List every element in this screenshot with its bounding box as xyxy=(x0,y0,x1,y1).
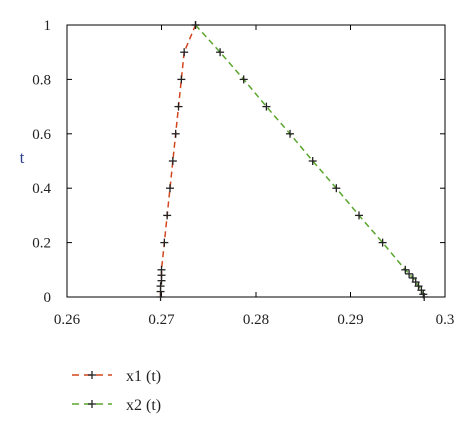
series-2-point xyxy=(401,265,410,274)
legend-label: x2 (t) xyxy=(126,397,161,414)
series-1-point xyxy=(180,48,189,57)
series-2-point xyxy=(286,129,295,138)
series-2-point xyxy=(414,282,423,291)
series-2-point xyxy=(191,21,200,29)
y-tick-label: 0.6 xyxy=(32,127,51,143)
x-tick-label: 0.27 xyxy=(148,312,175,328)
series-1 xyxy=(156,21,200,301)
x-tick-label: 0.28 xyxy=(243,312,269,328)
tick-labels: 0.26 0.27 0.28 0.29 0.3 0 0.2 0.4 0.6 0.8 1 xyxy=(32,18,454,328)
legend-label: x1 (t) xyxy=(126,368,161,385)
series-1-point xyxy=(156,282,165,291)
series-layer xyxy=(156,21,429,301)
y-tick-label: 1 xyxy=(44,18,52,34)
series-1-point xyxy=(168,157,177,165)
series-1-point xyxy=(157,265,166,274)
y-tick-label: 0.2 xyxy=(32,236,51,252)
series-1-point xyxy=(177,75,186,84)
series-1-point xyxy=(160,238,169,247)
series-2-point xyxy=(216,48,225,57)
legend-item: x1 (t) xyxy=(72,368,161,385)
series-2-point xyxy=(417,286,426,295)
series-2-point xyxy=(420,293,429,301)
series-2-point xyxy=(308,157,317,165)
y-tick-label: 0.4 xyxy=(32,181,51,197)
series-2-point xyxy=(411,278,420,287)
series-2-point xyxy=(332,184,341,193)
x-tick-label: 0.3 xyxy=(436,312,455,328)
legend-item: x2 (t) xyxy=(72,397,161,414)
series-1-point xyxy=(163,211,172,220)
legend-marker xyxy=(88,400,96,408)
series-1-point xyxy=(174,102,183,111)
series-1-point xyxy=(171,129,180,138)
x-tick-label: 0.26 xyxy=(54,312,81,328)
y-axis-label: t xyxy=(20,148,25,167)
series-2-line xyxy=(194,24,425,298)
series-2-point xyxy=(378,238,387,247)
series-2-point xyxy=(239,75,248,84)
x-tick-label: 0.29 xyxy=(337,312,363,328)
y-tick-label: 0 xyxy=(44,290,52,306)
legend: x1 (t) x2 (t) xyxy=(72,368,161,414)
series-2-point xyxy=(262,102,271,111)
legend-marker xyxy=(88,371,96,379)
series-2-point xyxy=(355,211,364,220)
plot-frame xyxy=(66,24,446,298)
y-tick-label: 0.8 xyxy=(32,72,51,88)
series-2-point xyxy=(408,273,417,282)
series-1-line xyxy=(159,24,197,297)
series-1-point xyxy=(166,184,175,193)
series-2 xyxy=(191,21,429,301)
axes xyxy=(66,24,446,298)
series-2-point xyxy=(405,269,414,278)
